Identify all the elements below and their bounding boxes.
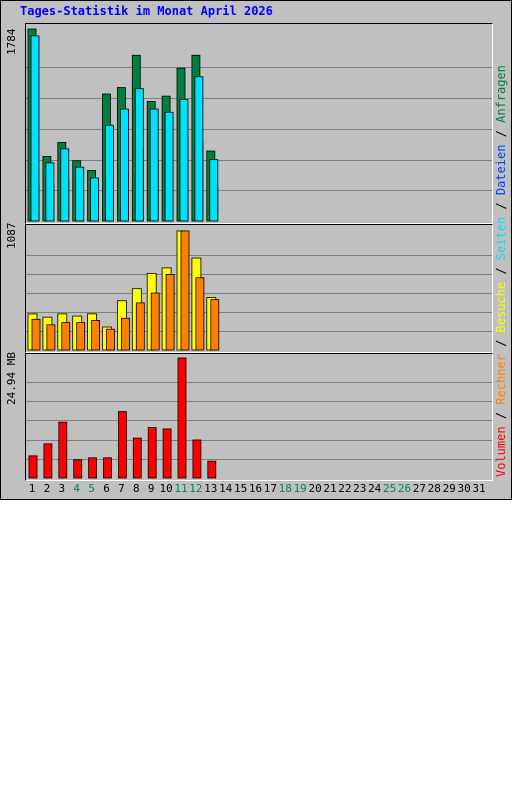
bar-rechner-day-10: [165, 274, 175, 351]
bar-volumen-day-6: [103, 457, 112, 479]
bar-rechner-day-2: [46, 324, 56, 351]
day-label-10: 10: [159, 482, 173, 495]
day-label-21: 21: [323, 482, 337, 495]
bar-volumen-day-12: [192, 439, 202, 479]
bar-seiten-day-3: [60, 148, 70, 222]
day-label-16: 16: [248, 482, 263, 495]
day-label-2: 2: [43, 482, 51, 495]
volume-chart: [26, 357, 492, 479]
bar-volumen-day-5: [88, 457, 97, 479]
y-max-label-visits-text: 1087: [5, 222, 18, 250]
bar-volumen-day-8: [132, 437, 142, 479]
legend-item-anfragen: Anfragen: [494, 65, 508, 123]
bar-seiten-day-8: [134, 88, 144, 222]
day-label-1: 1: [28, 482, 36, 495]
day-label-9: 9: [147, 482, 155, 495]
day-axis: 1 2 3 4 5 6 7 8 9 10 11 12 13 14 15 16 17 18 19 20 21 22 23 24 2…: [25, 482, 491, 496]
legend-separator: /: [494, 260, 508, 282]
bar-volumen-day-7: [118, 411, 127, 479]
bar-volumen-day-9: [147, 427, 157, 479]
legend-item-volumen: Volumen: [494, 426, 508, 477]
y-max-label-visits: 1087: [5, 223, 23, 319]
day-label-19: 19: [293, 482, 307, 495]
bar-rechner-day-9: [150, 292, 160, 351]
bar-rechner-day-5: [91, 320, 100, 351]
volume-panel: [25, 353, 493, 481]
bar-volumen-day-1: [28, 455, 38, 479]
bar-seiten-day-7: [120, 108, 129, 222]
legend-item-seiten: Seiten: [494, 216, 508, 261]
legend-separator: /: [494, 332, 508, 355]
y-max-label-hits-text: 1784: [5, 28, 18, 56]
bar-seiten-day-11: [179, 98, 189, 222]
y-max-label-volume-text: 24.94 MB: [5, 352, 18, 405]
bar-rechner-day-8: [135, 302, 145, 351]
bar-seiten-day-2: [45, 162, 55, 222]
bar-volumen-day-4: [73, 459, 83, 479]
bar-seiten-day-1: [30, 35, 40, 222]
day-label-23: 23: [353, 482, 367, 495]
bar-seiten-day-12: [194, 76, 204, 222]
legend-separator: /: [494, 122, 508, 145]
hits-chart: [26, 28, 492, 222]
legend-separator: /: [494, 195, 508, 217]
bar-seiten-day-4: [75, 166, 85, 222]
bar-volumen-day-3: [58, 421, 68, 479]
day-label-5: 5: [88, 482, 95, 495]
day-label-25: 25: [382, 482, 397, 495]
y-max-label-volume: 24.94 MB: [5, 352, 23, 475]
day-label-11: 11: [174, 482, 188, 495]
day-label-28: 28: [427, 482, 441, 495]
bar-rechner-day-11: [180, 230, 190, 351]
bar-rechner-day-3: [61, 322, 71, 351]
day-label-29: 29: [442, 482, 456, 495]
bar-seiten-day-9: [149, 108, 159, 222]
day-label-17: 17: [263, 482, 278, 495]
bar-seiten-day-10: [164, 111, 174, 222]
day-label-18: 18: [278, 482, 292, 495]
hits-panel: [25, 23, 493, 224]
bar-rechner-day-13: [210, 299, 220, 351]
bar-seiten-day-5: [90, 177, 99, 222]
day-label-20: 20: [308, 482, 322, 495]
day-label-24: 24: [368, 482, 382, 495]
bar-volumen-day-2: [43, 443, 53, 479]
legend-item-rechner: Rechner: [494, 354, 508, 405]
day-label-8: 8: [132, 482, 140, 495]
day-label-15: 15: [233, 482, 248, 495]
day-label-12: 12: [189, 482, 203, 495]
bar-volumen-day-10: [162, 428, 172, 479]
chart-title: Tages-Statistik im Monat April 2026: [20, 4, 273, 18]
day-label-14: 14: [219, 482, 233, 495]
bar-volumen-day-13: [207, 460, 217, 479]
bar-rechner-day-1: [31, 318, 41, 351]
visits-chart: [26, 230, 492, 351]
day-label-22: 22: [338, 482, 352, 495]
legend-item-besuche: Besuche: [494, 281, 508, 333]
day-label-26: 26: [397, 482, 412, 495]
day-label-7: 7: [118, 482, 125, 495]
visits-panel: [25, 224, 493, 353]
bar-seiten-day-13: [209, 159, 219, 222]
day-label-13: 13: [204, 482, 218, 495]
series-legend-text: Volumen / Rechner / Besuche / Seiten / D…: [494, 65, 508, 477]
bar-volumen-day-11: [177, 357, 187, 479]
legend-separator: /: [494, 404, 508, 427]
bar-rechner-day-4: [76, 322, 86, 351]
day-label-6: 6: [103, 482, 110, 495]
bar-seiten-day-6: [105, 124, 114, 222]
day-label-30: 30: [457, 482, 471, 495]
bar-rechner-day-12: [195, 277, 205, 351]
bar-rechner-day-7: [121, 317, 130, 351]
y-max-label-hits: 1784: [5, 29, 23, 125]
day-label-27: 27: [412, 482, 427, 495]
day-label-3: 3: [58, 482, 66, 495]
chart-frame: Tages-Statistik im Monat April 2026 1784…: [0, 0, 512, 500]
series-legend: Volumen / Rechner / Besuche / Seiten / D…: [493, 65, 509, 807]
bar-rechner-day-6: [106, 328, 115, 351]
day-label-4: 4: [73, 482, 80, 495]
day-label-31: 31: [472, 482, 486, 495]
legend-item-dateien: Dateien: [494, 144, 508, 196]
